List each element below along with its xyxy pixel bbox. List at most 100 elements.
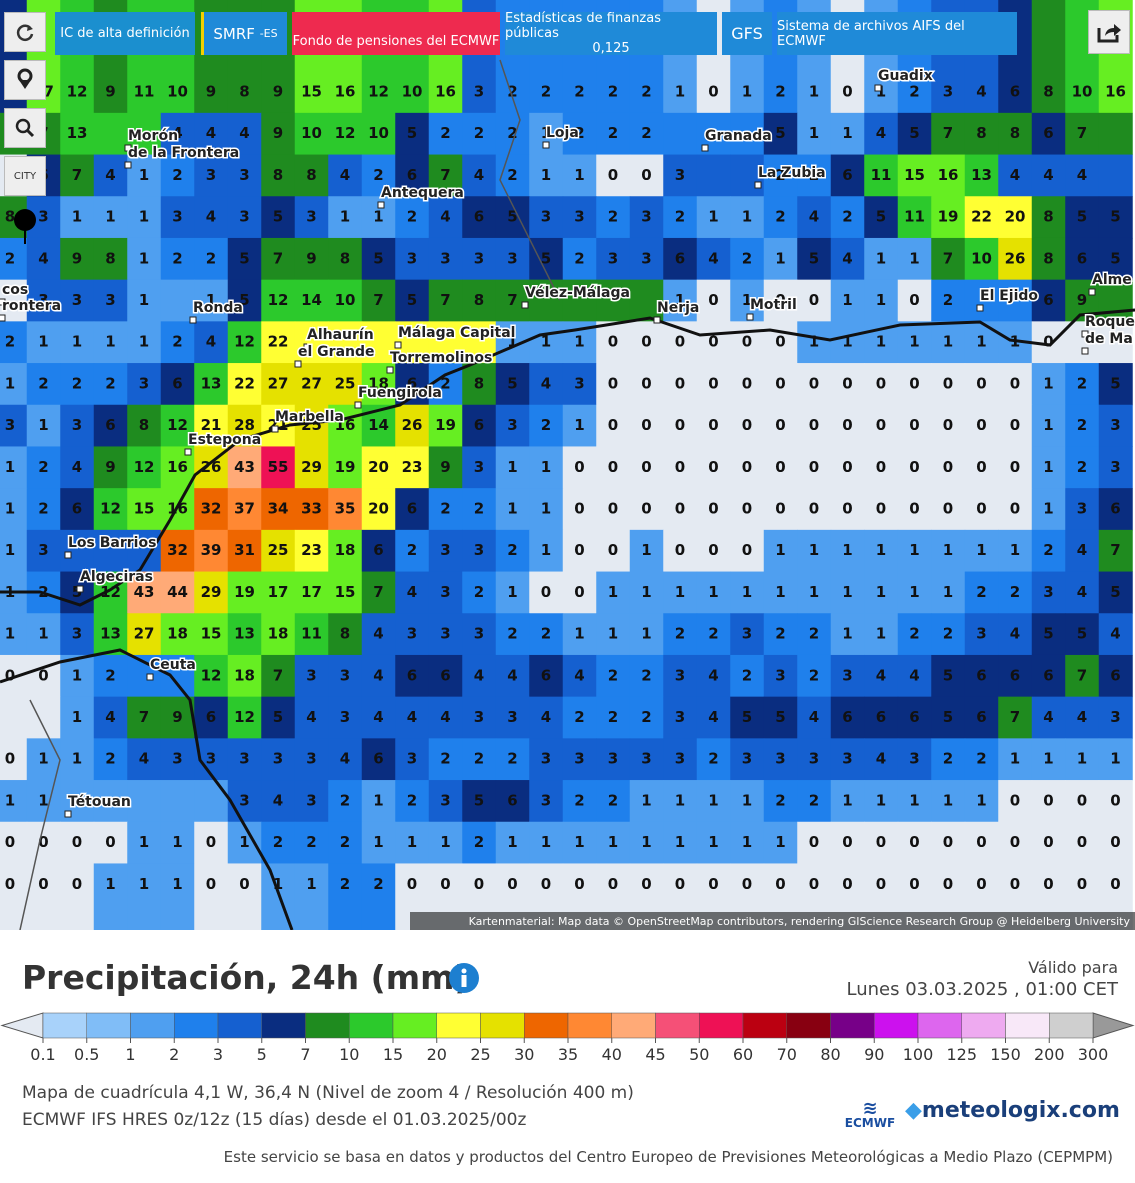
- legend-tick-label: 150: [990, 1045, 1021, 1064]
- grid-value: 1: [206, 291, 216, 309]
- grid-value: 2: [507, 541, 517, 559]
- grid-cell: [696, 363, 731, 406]
- tab[interactable]: Fondo de pensiones del ECMWF: [292, 12, 500, 55]
- refresh-button[interactable]: [4, 12, 46, 52]
- grid-value: 0: [909, 458, 919, 476]
- place-label: Loja: [546, 125, 579, 141]
- grid-value: 3: [608, 249, 618, 267]
- grid-value: 0: [842, 875, 852, 893]
- tab[interactable]: Estadísticas de finanzas públicas 0,125: [505, 11, 717, 56]
- grid-value: 2: [909, 625, 919, 643]
- grid-value: 2: [909, 83, 919, 101]
- grid-value: 0: [909, 374, 919, 392]
- grid-value: 1: [943, 791, 953, 809]
- grid-value: 4: [541, 708, 551, 726]
- grid-cell: [897, 571, 932, 614]
- grid-cell: [328, 780, 363, 823]
- grid-cell: [797, 404, 832, 447]
- grid-cell: [763, 696, 798, 739]
- city-button[interactable]: CITY: [4, 156, 46, 196]
- grid-cell: [1065, 404, 1100, 447]
- grid-value: 0: [641, 416, 651, 434]
- grid-value: 0: [641, 166, 651, 184]
- grid-value: 3: [172, 208, 182, 226]
- grid-value: 1: [72, 708, 82, 726]
- grid-value: 2: [440, 374, 450, 392]
- grid-cell: [428, 780, 463, 823]
- grid-cell: [328, 279, 363, 322]
- zoom-button[interactable]: [4, 108, 46, 148]
- grid-value: 0: [775, 291, 785, 309]
- info-icon[interactable]: [448, 962, 480, 994]
- footer: Este servicio se basa en datos y product…: [223, 1148, 1113, 1166]
- grid-value: 1: [5, 374, 15, 392]
- share-button[interactable]: [1088, 10, 1130, 54]
- grid-value: 2: [407, 541, 417, 559]
- grid-cell: [0, 529, 28, 573]
- grid-cell: [663, 613, 698, 656]
- location-button[interactable]: [4, 60, 46, 100]
- grid-value: 20: [1005, 208, 1026, 226]
- grid-cell: [328, 237, 363, 281]
- tab[interactable]: SMRF -ES: [201, 12, 287, 55]
- grid-value: 0: [1010, 875, 1020, 893]
- grid-value: 0: [943, 833, 953, 851]
- place-dot: [271, 425, 279, 433]
- grid-cell: [797, 780, 832, 823]
- legend-above: [1092, 1012, 1135, 1039]
- grid-cell: [428, 237, 463, 281]
- grid-cell: [361, 696, 396, 739]
- grid-cell: [160, 529, 195, 573]
- grid-value: 1: [541, 124, 551, 142]
- legend-swatch: [524, 1012, 569, 1039]
- grid-cell: [964, 488, 999, 531]
- tab[interactable]: Sistema de archivos AIFS del ECMWF: [777, 12, 1017, 55]
- grid-cell: [596, 321, 631, 364]
- grid-cell: [0, 404, 28, 447]
- grid-cell: [127, 738, 162, 781]
- grid-cell: [897, 321, 932, 364]
- place-dot: [294, 360, 302, 368]
- grid-value: 2: [943, 750, 953, 768]
- place-label: Ceuta: [150, 657, 196, 673]
- grid-value: 2: [574, 249, 584, 267]
- pin-button[interactable]: [4, 206, 46, 246]
- grid-cell: [730, 363, 765, 406]
- grid-cell: [763, 279, 798, 322]
- grid-cell: [596, 154, 631, 197]
- grid-value: 1: [1110, 750, 1120, 768]
- grid-value: 1: [775, 249, 785, 267]
- grid-cell: [93, 821, 128, 864]
- grid-value: 3: [407, 625, 417, 643]
- grid-value: 2: [474, 583, 484, 601]
- grid-cell: [428, 446, 463, 489]
- grid-value: 2: [641, 83, 651, 101]
- grid-value: 0: [474, 875, 484, 893]
- grid-value: 3: [440, 583, 450, 601]
- grid-value: 1: [5, 458, 15, 476]
- grid-value: 29: [301, 458, 322, 476]
- grid-cell: [964, 613, 999, 656]
- grid-value: 0: [775, 875, 785, 893]
- grid-value: 3: [474, 625, 484, 643]
- grid-cell: [763, 571, 798, 614]
- grid-cell: [261, 613, 296, 656]
- grid-value: 9: [105, 83, 115, 101]
- grid-value: 0: [541, 875, 551, 893]
- grid-cell: [663, 738, 698, 781]
- grid-value: 5: [474, 791, 484, 809]
- grid-value: 2: [608, 124, 618, 142]
- tab[interactable]: GFS: [722, 12, 772, 55]
- grid-value: 25: [268, 541, 289, 559]
- grid-cell: [261, 196, 296, 239]
- grid-cell: [529, 154, 564, 197]
- grid-cell: [998, 446, 1033, 489]
- valid-label: Válido para: [1028, 958, 1118, 977]
- grid-value: 12: [67, 83, 88, 101]
- grid-value: 2: [742, 249, 752, 267]
- grid-value: 1: [608, 625, 618, 643]
- tab[interactable]: IC de alta definición: [55, 12, 195, 55]
- grid-value: 2: [507, 750, 517, 768]
- grid-value: 7: [373, 291, 383, 309]
- grid-value: 2: [608, 208, 618, 226]
